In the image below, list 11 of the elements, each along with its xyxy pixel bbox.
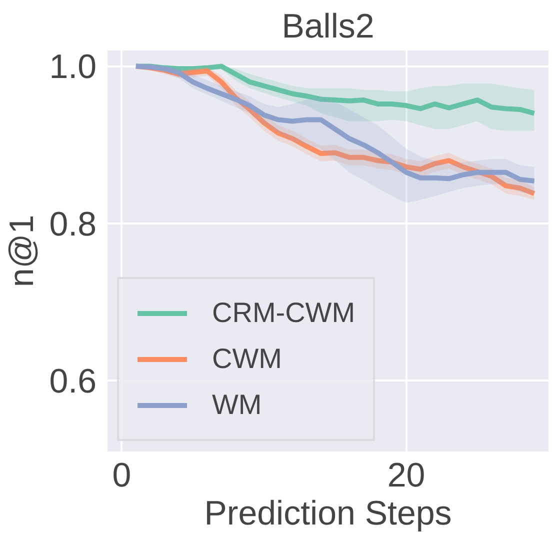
legend-label: CRM-CWM — [212, 297, 356, 329]
x-tick-label: 20 — [387, 456, 426, 494]
chart-title: Balls2 — [282, 8, 374, 46]
legend-label: WM — [212, 389, 262, 421]
x-tick-label: 0 — [112, 456, 132, 494]
legend-label: CWM — [212, 343, 282, 375]
y-axis-title: n@1 — [3, 214, 42, 288]
x-axis-title: Prediction Steps — [204, 494, 452, 532]
y-tick-label: 1.0 — [49, 48, 96, 86]
y-tick-label: 0.8 — [49, 205, 96, 244]
y-tick-label: 0.6 — [49, 362, 96, 401]
